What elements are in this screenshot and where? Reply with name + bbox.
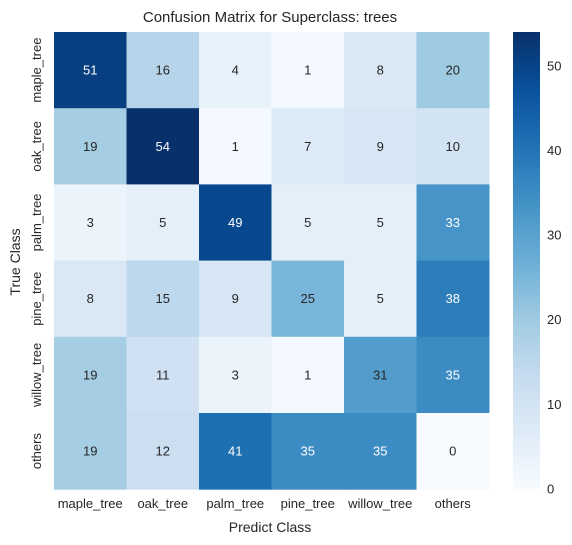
x-tick-labels: maple_tree oak_tree palm_tree pine_tree will… [58, 496, 472, 511]
y-tick-labels: maple_tree oak_tree palm_tree pine_treewill… [29, 38, 44, 470]
cell-value-label: 8 [87, 291, 94, 306]
x-tick-label: pine_tree [281, 496, 335, 511]
colorbar-tick-label: 30 [547, 228, 561, 243]
heatmap-cell [344, 32, 417, 109]
heatmap-cell [199, 32, 272, 109]
heatmap-cell [271, 108, 345, 185]
heatmap-cell [54, 413, 127, 490]
colorbar-tick-label: 0 [547, 482, 554, 497]
cell-value-label: 1 [232, 139, 239, 154]
x-tick-label: willow_tree [347, 496, 412, 511]
y-tick-label: willow_tree [29, 343, 44, 408]
cell-value-label: 4 [232, 63, 239, 78]
cell-value-label: 5 [377, 215, 384, 230]
cell-value-label: 31 [373, 367, 387, 382]
cell-value-label: 1 [304, 63, 311, 78]
heatmap-cell [126, 184, 200, 262]
heatmap-cell [54, 184, 127, 262]
cell-value-label: 35 [301, 444, 315, 459]
x-tick-label: palm_tree [206, 496, 264, 511]
chart-title: Confusion Matrix for Superclass: trees [143, 9, 397, 26]
heatmap-cell [199, 413, 272, 490]
cell-value-label: 5 [159, 215, 166, 230]
cell-value-label: 20 [446, 63, 460, 78]
cell-value-label: 38 [446, 291, 460, 306]
colorbar-gradient [513, 32, 540, 489]
y-tick-label: others [29, 433, 44, 470]
cell-value-label: 54 [156, 139, 170, 154]
y-tick-label: oak_tree [29, 121, 44, 172]
heatmap-cell [416, 32, 490, 109]
heatmap-cell [126, 32, 200, 109]
cell-value-label: 9 [377, 139, 384, 154]
y-tick-label: palm_tree [29, 194, 44, 252]
heatmap-cell [126, 108, 200, 185]
y-axis-label: True Class [7, 228, 23, 295]
heatmap-cell [271, 32, 345, 109]
cell-value-label: 49 [228, 215, 242, 230]
heatmap-cell [271, 184, 345, 262]
heatmap-cell [344, 336, 417, 414]
colorbar-tick-label: 20 [547, 312, 561, 327]
heatmap-cell [271, 260, 345, 338]
heatmap-cell [416, 184, 490, 262]
heatmap-cell [416, 260, 490, 338]
heatmap-cell [54, 108, 127, 185]
y-tick-label: pine_tree [29, 272, 44, 326]
cell-value-label: 3 [232, 367, 239, 382]
heatmap-cell [344, 260, 417, 338]
cell-value-label: 3 [87, 215, 94, 230]
cell-value-label: 5 [304, 215, 311, 230]
cell-value-label: 16 [156, 63, 170, 78]
heatmap-cell [54, 336, 127, 414]
colorbar: 0 10 20 30 40 50 [513, 32, 561, 497]
colorbar-tick-label: 50 [547, 58, 561, 73]
x-axis-label: Predict Class [229, 519, 311, 535]
cell-value-label: 1 [304, 367, 311, 382]
colorbar-tick-label: 40 [547, 143, 561, 158]
heatmap-cell [126, 260, 200, 338]
heatmap-cell [416, 108, 490, 185]
heatmap-cell [416, 336, 490, 414]
cell-value-label: 19 [83, 444, 97, 459]
cell-value-label: 33 [446, 215, 460, 230]
cell-value-label: 8 [377, 63, 384, 78]
cell-value-label: 51 [83, 63, 97, 78]
heatmap-cell [126, 413, 200, 490]
x-tick-label: oak_tree [137, 496, 188, 511]
cell-value-label: 35 [373, 444, 387, 459]
heatmap-cell [199, 336, 272, 414]
cell-value-label: 9 [232, 291, 239, 306]
cell-value-label: 15 [156, 291, 170, 306]
y-tick-label: maple_tree [29, 38, 44, 103]
heatmap-cell [54, 260, 127, 338]
heatmap-cell [54, 32, 127, 109]
heatmap-cell [199, 108, 272, 185]
heatmap-cell [344, 108, 417, 185]
cell-value-label: 7 [304, 139, 311, 154]
cell-value-label: 19 [83, 367, 97, 382]
heatmap-cell [199, 260, 272, 338]
cell-value-label: 10 [446, 139, 460, 154]
cell-value-label: 19 [83, 139, 97, 154]
cell-value-label: 41 [228, 444, 242, 459]
heatmap-cell [416, 413, 490, 490]
heatmap-cell [344, 413, 417, 490]
cell-value-label: 0 [449, 444, 456, 459]
cell-value-label: 25 [301, 291, 315, 306]
cell-value-label: 11 [156, 367, 170, 382]
heatmap-cell [271, 413, 345, 490]
heatmap-cell [271, 336, 345, 414]
cell-value-label: 35 [446, 367, 460, 382]
x-tick-label: others [435, 496, 472, 511]
heatmap-cell [344, 184, 417, 262]
heatmap-cell [126, 336, 200, 414]
cell-value-label: 5 [377, 291, 384, 306]
cell-value-label: 12 [156, 444, 170, 459]
heatmap-cell [199, 184, 272, 262]
colorbar-tick-label: 10 [547, 397, 561, 412]
x-tick-label: maple_tree [58, 496, 123, 511]
